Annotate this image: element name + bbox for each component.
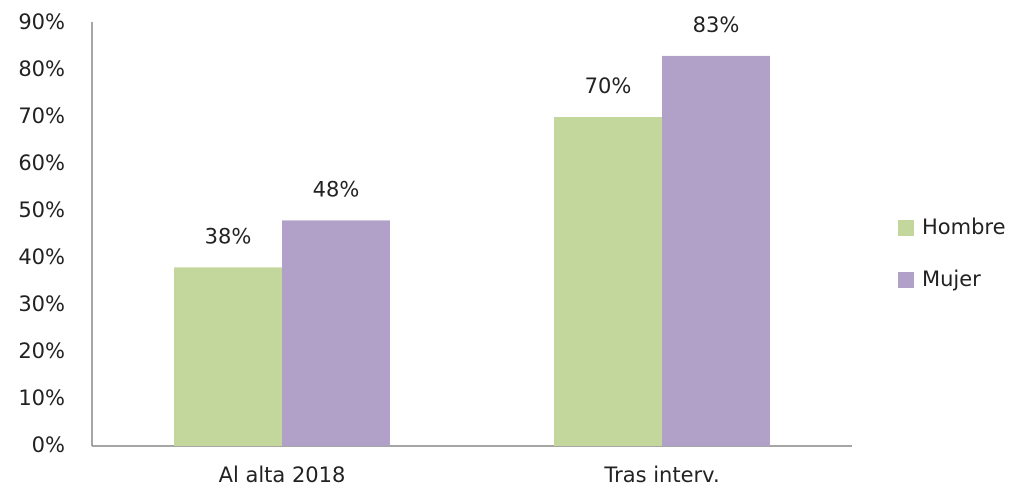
y-tick-label: 40% xyxy=(18,245,65,269)
bar xyxy=(174,267,282,446)
legend-label: Mujer xyxy=(922,267,981,291)
y-tick-label: 0% xyxy=(32,433,65,457)
legend-swatch xyxy=(898,272,914,288)
data-label: 38% xyxy=(205,224,252,248)
data-label: 48% xyxy=(313,177,360,201)
y-tick-label: 30% xyxy=(18,292,65,316)
legend-label: Hombre xyxy=(922,215,1006,239)
y-tick-label: 20% xyxy=(18,339,65,363)
y-tick-label: 50% xyxy=(18,198,65,222)
y-tick-label: 70% xyxy=(18,104,65,128)
x-tick-label: Al alta 2018 xyxy=(219,463,346,487)
x-tick-label: Tras interv. xyxy=(603,463,719,487)
data-label: 70% xyxy=(585,74,632,98)
y-tick-label: 90% xyxy=(18,10,65,34)
y-tick-label: 10% xyxy=(18,386,65,410)
bar xyxy=(282,220,390,446)
legend-swatch xyxy=(898,220,914,236)
y-tick-label: 80% xyxy=(18,57,65,81)
bar xyxy=(554,117,662,446)
data-label: 83% xyxy=(693,13,740,37)
bar xyxy=(662,55,770,447)
y-tick-label: 60% xyxy=(18,151,65,175)
